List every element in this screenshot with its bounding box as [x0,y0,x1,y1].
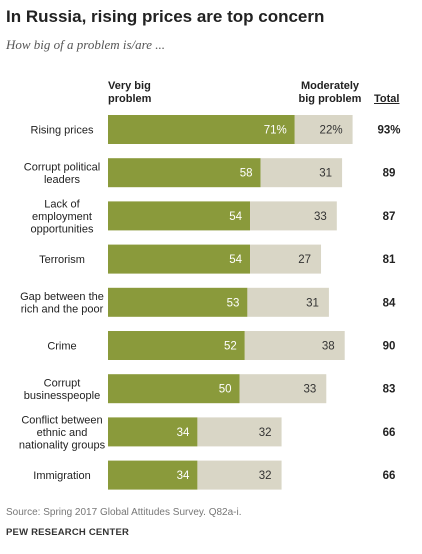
data-label-moderately-big: 32 [259,427,272,439]
category-label-line: Conflict between [21,414,102,426]
bar-moderately-big [260,158,343,188]
category-label: Gap between the rich and the poor [20,291,104,316]
total-label: 89 [383,168,396,180]
category-label-line: businesspeople [24,390,100,402]
total-label: 66 [383,470,396,482]
organization-name: PEW RESEARCH CENTER [6,527,130,538]
data-label-very-big: 50 [219,384,232,396]
column-header-very-big-line2: problem [108,93,152,105]
chart-subtitle: How big of a problem is/are ... [6,37,166,52]
bar-very-big [108,115,295,144]
bar-moderately-big [250,201,337,231]
bar-moderately-big [250,244,322,274]
data-label-moderately-big: 32 [259,470,272,482]
total-label: 81 [383,254,396,266]
category-label: Lack of employment opportunities [31,198,94,235]
total-label: 90 [383,341,396,353]
bar-moderately-big [294,115,353,144]
column-header-moderately-big: Moderately big problem [290,80,370,106]
data-label-very-big: 34 [177,470,190,482]
total-label: 87 [383,211,396,223]
data-label-moderately-big: 33 [314,211,327,223]
category-label-line: ethnic and [37,427,88,439]
data-label-very-big: 54 [229,254,242,266]
category-label-line: Terrorism [39,254,85,266]
category-label-line: Gap between the [20,291,104,303]
bar-moderately-big [239,374,327,404]
bar-moderately-big [247,287,329,317]
bar-very-big [108,244,251,274]
category-label: Immigration [33,470,90,482]
data-label-moderately-big: 31 [306,297,319,309]
data-label-moderately-big: 38 [322,341,335,353]
category-label-line: Corrupt political [24,161,100,173]
bar-very-big [108,331,245,360]
total-label: 84 [383,297,396,309]
category-label-line: Crime [47,341,76,353]
bar-moderately-big [197,460,282,490]
category-label: Corrupt political leaders [24,161,100,186]
bar-moderately-big [197,417,282,447]
category-label-line: Immigration [33,470,90,482]
chart-title: In Russia, rising prices are top concern [6,7,325,26]
total-label: 66 [383,427,396,439]
column-header-total: Total [374,93,400,105]
data-label-very-big: 52 [224,341,237,353]
category-label: Rising prices [31,125,94,137]
bar-very-big [108,201,251,231]
category-label: Crime [47,341,76,353]
bar-very-big [108,374,240,404]
total-label: 83 [383,384,396,396]
category-label-line: nationality groups [19,439,106,451]
category-label-line: employment [32,211,92,223]
data-label-very-big: 53 [227,297,240,309]
column-header-very-big: Very big problem [108,80,151,106]
bar-very-big [108,460,198,490]
data-label-moderately-big: 33 [303,384,316,396]
bar-very-big [108,158,261,188]
data-label-very-big: 58 [240,168,253,180]
bar-moderately-big [244,331,345,360]
total-label: 93% [377,125,400,137]
category-label-line: rich and the poor [21,304,104,316]
data-label-very-big: 34 [177,427,190,439]
category-label: Corrupt businesspeople [24,377,100,402]
data-label-very-big: 71% [264,125,287,137]
category-label-line: Rising prices [31,125,94,137]
category-label: Terrorism [39,254,85,266]
category-label-line: opportunities [31,223,94,235]
category-label-line: leaders [44,174,81,186]
data-label-very-big: 54 [229,211,242,223]
category-label-line: Corrupt [44,377,81,389]
category-label: Conflict between ethnic and nationality gr… [19,414,106,451]
column-header-moderately-big-line1: Moderately [300,80,360,92]
data-label-moderately-big: 31 [319,168,332,180]
column-header-moderately-big-line2: big problem [298,93,362,105]
bar-very-big [108,417,198,447]
category-label-line: Lack of [44,198,80,210]
column-header-very-big-line1: Very big [108,80,151,92]
data-label-moderately-big: 27 [298,254,311,266]
bar-very-big [108,287,248,317]
data-label-moderately-big: 22% [320,125,343,137]
source-note: Source: Spring 2017 Global Attitudes Sur… [6,507,242,518]
